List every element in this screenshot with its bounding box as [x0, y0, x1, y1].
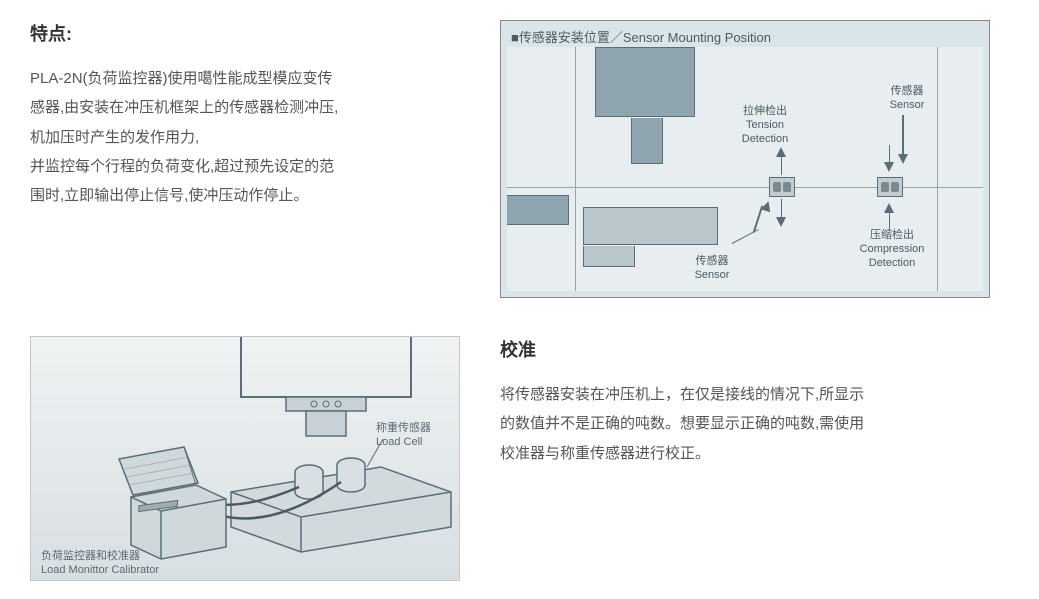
press-bolster-shape	[583, 207, 718, 245]
sensor-label-en: Sensor	[695, 269, 730, 281]
calibration-line: 校准器与称重传感器进行校正。	[500, 445, 710, 462]
press-bed-shape	[507, 195, 569, 225]
calibrator-illustration	[31, 337, 461, 582]
features-line: PLA-2N(负荷监控器)使用噶性能成型模应变传	[30, 70, 333, 87]
press-ram-shape	[595, 47, 695, 117]
features-line: 并监控每个行程的负荷变化,超过预先设定的范	[30, 158, 334, 175]
sensor-label-cn: 传感器	[891, 85, 924, 97]
compression-label-en2: Detection	[869, 257, 915, 269]
diagram1-title: ■传感器安装位置／Sensor Mounting Position	[511, 27, 771, 46]
loadcell-label-en: Load Cell	[376, 436, 422, 448]
loadcell-label: 称重传感器 Load Cell	[376, 421, 431, 450]
diagram1-title-cn: ■传感器安装位置／	[511, 30, 623, 45]
sensor-label-top: 传感器 Sensor	[877, 85, 937, 113]
sensor-icon	[769, 177, 795, 197]
diagram1-title-en: Sensor Mounting Position	[623, 30, 771, 45]
features-heading: 特点:	[30, 20, 470, 46]
calibration-line: 的数值并不是正确的吨数。想要显示正确的吨数,需使用	[500, 415, 864, 432]
tension-label: 拉伸检出 Tension Detection	[725, 105, 805, 146]
sensor-mounting-diagram: ■传感器安装位置／Sensor Mounting Position	[500, 20, 990, 298]
features-line: 感器,由安装在冲压机框架上的传感器检测冲压,	[30, 99, 338, 116]
sensor-icon	[877, 177, 903, 197]
features-line: 机加压时产生的发作用力,	[30, 129, 199, 146]
calibration-heading: 校准	[500, 336, 1009, 362]
features-body: PLA-2N(负荷监控器)使用噶性能成型模应变传 感器,由安装在冲压机框架上的传…	[30, 64, 470, 210]
features-line: 围时,立即输出停止信号,使冲压动作停止。	[30, 187, 308, 204]
calibration-body: 将传感器安装在冲压机上，在仅是接线的情况下,所显示 的数值并不是正确的吨数。想要…	[500, 380, 1009, 468]
tension-label-cn: 拉伸检出	[743, 105, 787, 117]
compression-label: 压缩检出 Compression Detection	[847, 229, 937, 270]
loadcell-label-cn: 称重传感器	[376, 422, 431, 434]
calibrator-label-cn: 负荷监控器和校准器	[41, 550, 140, 562]
calibrator-diagram: 称重传感器 Load Cell 负荷监控器和校准器 Load Monittor …	[30, 336, 460, 581]
tension-label-en2: Detection	[742, 133, 788, 145]
calibration-line: 将传感器安装在冲压机上，在仅是接线的情况下,所显示	[500, 386, 864, 403]
calibrator-label: 负荷监控器和校准器 Load Monittor Calibrator	[41, 549, 159, 578]
sensor-label-en: Sensor	[890, 99, 925, 111]
sensor-label-bottom: 传感器 Sensor	[682, 255, 742, 283]
compression-label-cn: 压缩检出	[870, 229, 914, 241]
calibrator-label-en: Load Monittor Calibrator	[41, 564, 159, 576]
tension-label-en: Tension	[746, 119, 784, 131]
compression-label-en: Compression	[860, 243, 925, 255]
sensor-label-cn: 传感器	[696, 255, 729, 267]
